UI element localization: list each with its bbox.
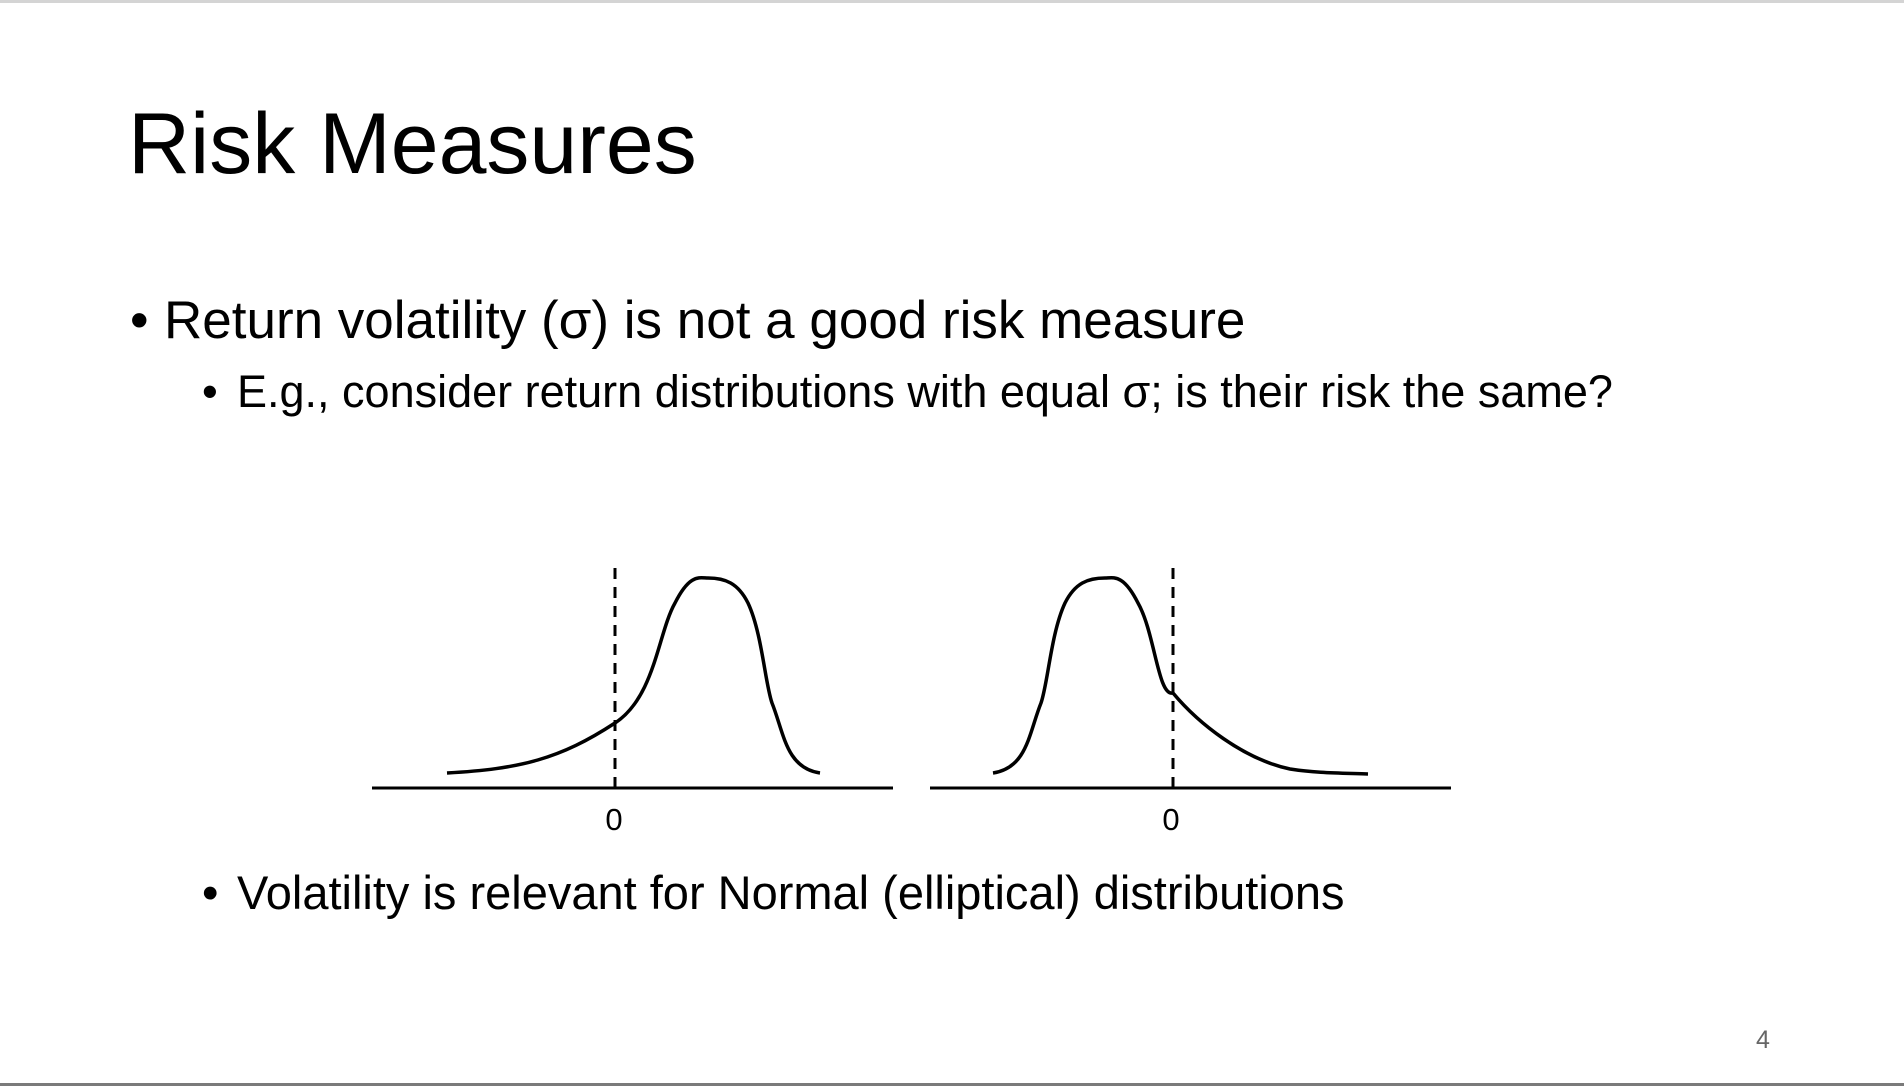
bullet-text: Volatility is relevant for Normal (ellip… — [237, 866, 1345, 919]
slide-title: Risk Measures — [128, 96, 697, 192]
page-number: 4 — [1756, 1026, 1770, 1054]
right-distribution-plot: 0 — [930, 568, 1451, 837]
bullet-level-2: • E.g., consider return distributions wit… — [202, 369, 1613, 414]
left-distribution-plot: 0 — [372, 568, 893, 837]
bullet-text: E.g., consider return distributions with… — [237, 366, 1613, 417]
left-skewed-curve — [446, 575, 821, 775]
right-skewed-curve — [992, 575, 1369, 776]
left-zero-label: 0 — [605, 802, 622, 837]
bullet-level-1: • Return volatility (σ) is not a good ris… — [130, 294, 1245, 347]
bullet-level-2: • Volatility is relevant for Normal (elli… — [202, 869, 1345, 916]
right-zero-label: 0 — [1162, 802, 1179, 837]
bullet-dot: • — [202, 866, 219, 919]
bullet-dot: • — [130, 291, 149, 350]
bullet-text: Return volatility (σ) is not a good risk… — [164, 291, 1246, 350]
distribution-figure: 0 0 — [372, 568, 1451, 837]
bullet-dot: • — [202, 366, 218, 417]
